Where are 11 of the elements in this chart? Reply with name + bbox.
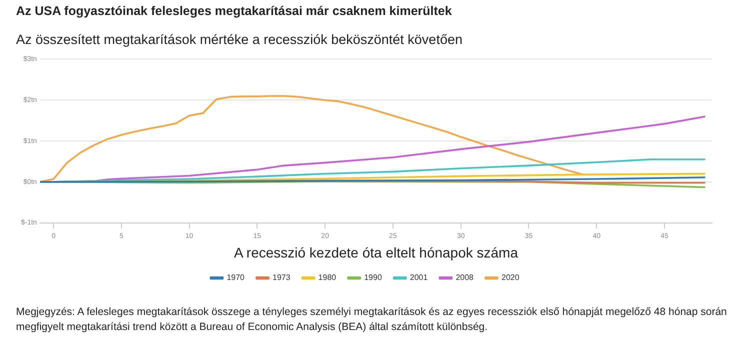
legend-label: 1990 — [364, 273, 382, 282]
chart-subtitle: Az összesített megtakarítások mértéke a recessziók beköszöntét követően — [16, 32, 462, 47]
x-axis-title: A recesszió kezdete óta eltelt hónapok száma — [234, 244, 518, 260]
chart-title: Az USA fogyasztóinak felesleges megtakarításai már csaknem kimerültek — [16, 4, 452, 18]
legend-label: 2001 — [410, 273, 428, 282]
legend-label: 1973 — [272, 273, 291, 282]
legend-label: 1970 — [226, 273, 246, 282]
legend-label: 1980 — [318, 273, 337, 282]
text: Megjegyzés: A felesleges megtakarítások összege a tényleges személyi megtakarítások és az egyes recessziók első hónapját megelőző 48 hónap során megfigyelt megtakarítási trend között a Bureau of Economic Analysis (BEA) által számított különbség. — [16, 305, 728, 335]
legend-label: 2020 — [501, 273, 520, 282]
legend-label: 2008 — [456, 273, 474, 282]
